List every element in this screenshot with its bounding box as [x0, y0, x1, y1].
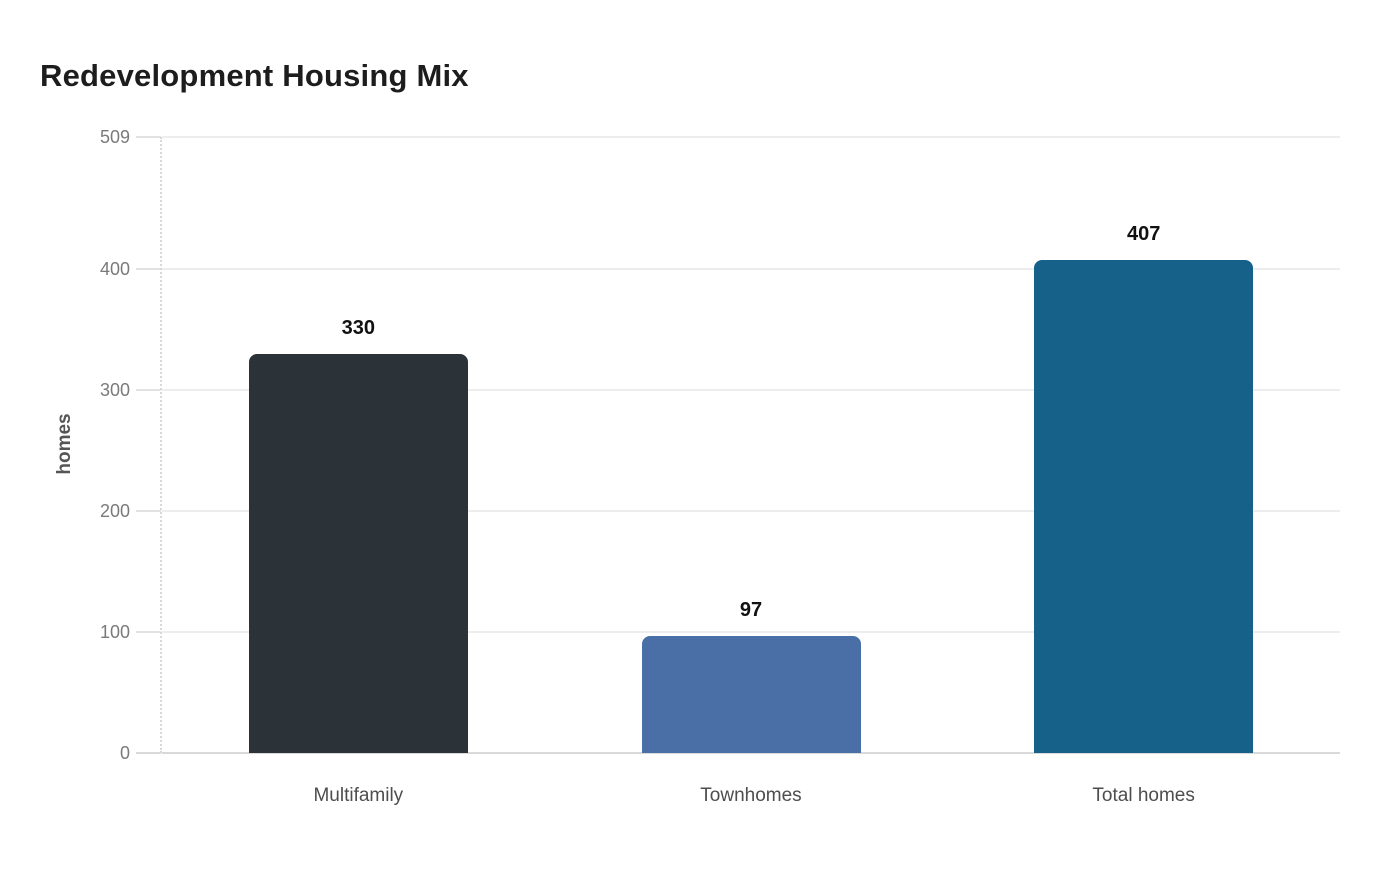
y-axis-line [160, 137, 162, 753]
plot-area: 0 100 200 300 400 509 330 Multifamily 97 Town… [100, 127, 1340, 806]
y-tick-mark-100 [136, 630, 161, 633]
y-tick-mark-400 [136, 267, 161, 270]
bar-group-total-homes: 407 Total homes [1034, 137, 1254, 806]
bar-value-label-total-homes: 407 [1126, 223, 1161, 246]
y-tick-mark-509 [136, 136, 161, 138]
gridline-509 [162, 136, 1340, 138]
bar-group-multifamily: 330 Multifamily [248, 137, 468, 806]
gridline-200 [162, 509, 1340, 512]
bar-value-label-multifamily: 330 [341, 316, 376, 339]
y-tick-label-509: 509 [99, 127, 130, 147]
gridline-0 [162, 752, 1340, 754]
bar-townhomes [641, 635, 861, 753]
y-axis-tick-labels: 0 100 200 300 400 509 [82, 127, 130, 763]
y-tick-mark-0 [136, 752, 161, 754]
x-axis-label-townhomes: Townhomes [700, 785, 802, 806]
x-axis-label-total-homes: Total homes [1092, 785, 1195, 806]
bar-value-label-townhomes: 97 [739, 598, 763, 621]
bar-group-townhomes: 97 Townhomes [641, 137, 861, 806]
y-tick-mark-300 [136, 388, 161, 391]
gridline-400 [162, 267, 1340, 270]
y-tick-label-0: 0 [119, 743, 130, 763]
chart-title: Redevelopment Housing Mix [40, 58, 469, 93]
y-tick-label-200: 200 [99, 500, 130, 521]
y-tick-label-300: 300 [99, 379, 130, 400]
y-tick-label-100: 100 [99, 621, 130, 642]
y-tick-mark-200 [136, 509, 161, 512]
gridline-300 [162, 388, 1340, 391]
x-axis-label-multifamily: Multifamily [313, 785, 404, 806]
y-tick-label-400: 400 [99, 258, 130, 279]
bar-total-homes [1034, 260, 1254, 753]
gridline-100 [162, 630, 1340, 633]
y-axis-title: homes [54, 413, 75, 475]
bar-multifamily [248, 353, 468, 753]
